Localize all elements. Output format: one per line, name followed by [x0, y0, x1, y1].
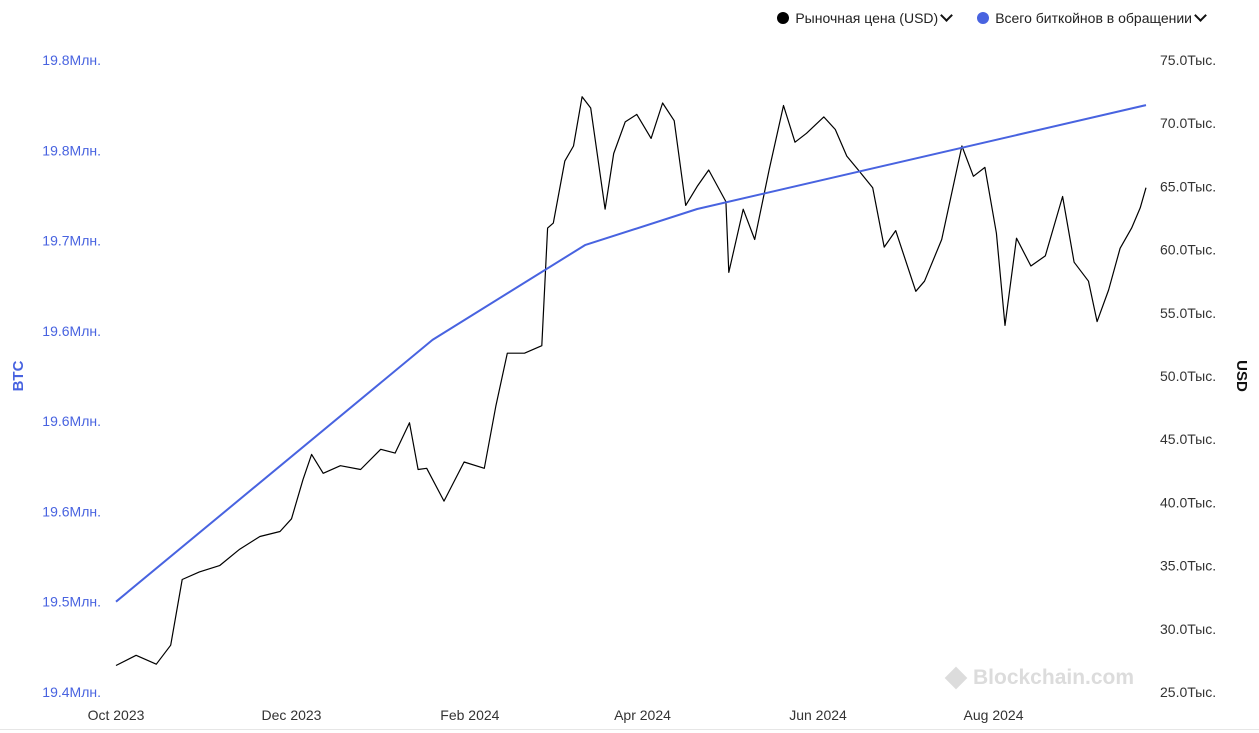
right-axis-tick-label: 45.0Тыс.	[1160, 431, 1216, 447]
left-axis-tick-label: 19.6Млн.	[42, 503, 101, 519]
x-axis-tick-label: Aug 2024	[964, 707, 1024, 723]
price-series-line	[115, 96, 1147, 667]
right-axis-tick-label: 30.0Тыс.	[1160, 621, 1216, 637]
supply-series-line	[115, 104, 1147, 603]
x-axis-tick-label: Dec 2023	[262, 707, 322, 723]
x-axis-tick-label: Jun 2024	[789, 707, 847, 723]
supply-dot-icon	[977, 12, 990, 24]
left-axis-title: BTC	[10, 360, 27, 391]
left-axis-tick-label: 19.6Млн.	[42, 323, 101, 339]
right-axis-tick-label: 25.0Тыс.	[1160, 684, 1216, 700]
right-axis-tick-label: 60.0Тыс.	[1160, 242, 1216, 258]
legend-item-supply[interactable]: Всего биткойнов в обращении	[977, 8, 1207, 26]
watermark: Blockchain.com	[944, 666, 1135, 690]
bottom-divider	[0, 729, 1259, 730]
price-dot-icon	[777, 12, 790, 24]
right-axis-tick-label: 35.0Тыс.	[1160, 558, 1216, 574]
legend-item-price[interactable]: Рыночная цена (USD)	[777, 8, 954, 26]
left-axis-tick-label: 19.7Млн.	[42, 233, 101, 249]
legend-price-label: Рыночная цена (USD)	[795, 10, 939, 26]
x-axis-tick-label: Oct 2023	[88, 707, 145, 723]
left-axis-tick-label: 19.6Млн.	[42, 413, 101, 429]
watermark-text: Blockchain.com	[973, 666, 1135, 689]
right-axis-tick-label: 50.0Тыс.	[1160, 368, 1216, 384]
right-axis-tick-label: 65.0Тыс.	[1160, 178, 1216, 194]
right-axis-tick-label: 70.0Тыс.	[1160, 115, 1216, 131]
legend: Рыночная цена (USD) Всего биткойнов в об…	[777, 8, 1207, 26]
left-axis-tick-label: 19.4Млн.	[42, 684, 101, 700]
legend-supply-label: Всего биткойнов в обращении	[995, 10, 1192, 26]
left-axis-tick-label: 19.8Млн.	[42, 52, 101, 68]
chevron-down-icon[interactable]	[1194, 8, 1207, 22]
right-axis-tick-label: 55.0Тыс.	[1160, 305, 1216, 321]
left-axis-tick-label: 19.8Млн.	[42, 142, 101, 158]
right-axis-title: USD	[1233, 360, 1250, 392]
blockchain-logo-icon	[944, 666, 968, 690]
right-axis-tick-label: 40.0Тыс.	[1160, 494, 1216, 510]
x-axis-tick-label: Apr 2024	[614, 707, 671, 723]
x-axis-tick-label: Feb 2024	[440, 707, 499, 723]
right-axis-tick-label: 75.0Тыс.	[1160, 52, 1216, 68]
chevron-down-icon[interactable]	[940, 8, 954, 22]
left-axis-tick-label: 19.5Млн.	[42, 594, 101, 610]
